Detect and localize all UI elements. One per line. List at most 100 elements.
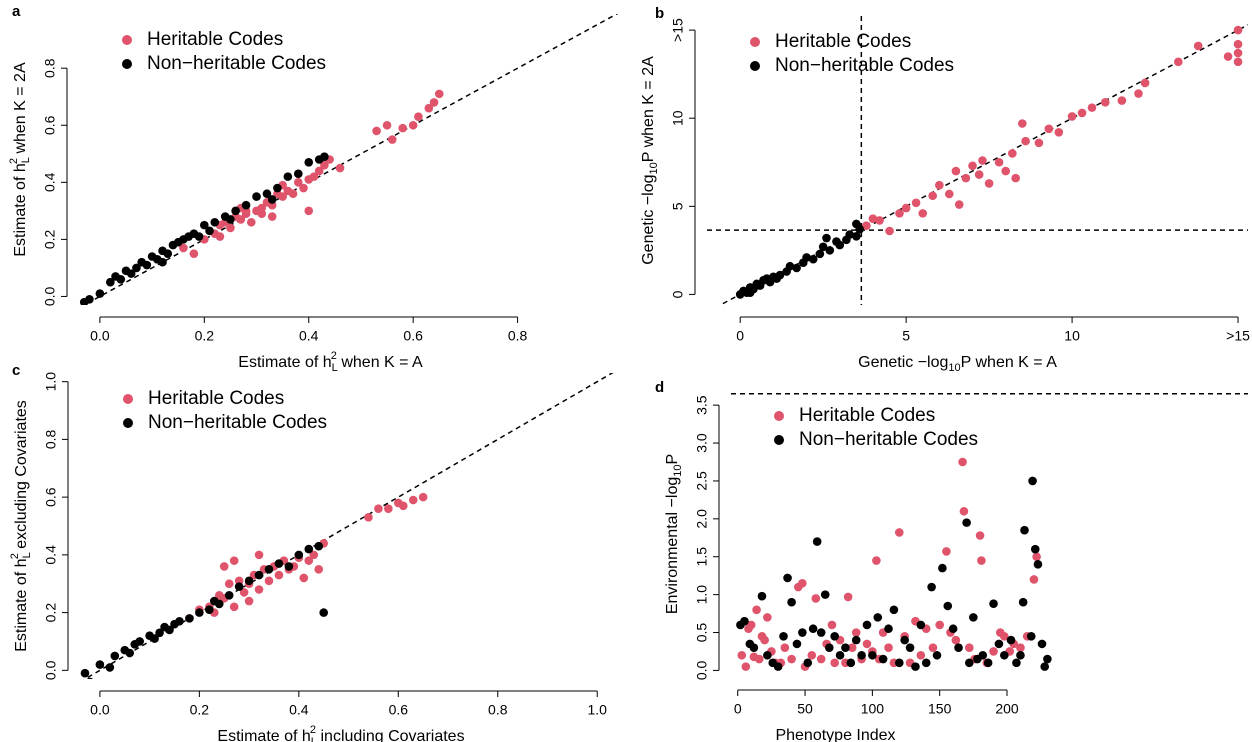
point — [1000, 650, 1009, 660]
point — [792, 639, 802, 649]
point — [812, 537, 822, 546]
point — [244, 596, 254, 606]
legend-label: Non−heritable Codes — [148, 412, 327, 433]
point — [165, 625, 174, 635]
y-tick-label: 0.6 — [43, 487, 59, 507]
point — [1044, 124, 1054, 134]
point — [236, 215, 246, 224]
point — [194, 232, 204, 241]
point — [792, 263, 801, 273]
xlabel-part: Genetic −log — [858, 354, 948, 371]
point — [965, 643, 974, 652]
point — [1033, 560, 1043, 569]
point — [1037, 639, 1047, 649]
point — [234, 582, 244, 591]
point — [293, 169, 303, 179]
point — [745, 288, 755, 297]
point — [974, 170, 984, 179]
xlabel: Phenotype Index — [775, 727, 895, 742]
point — [816, 654, 826, 664]
point — [951, 166, 961, 176]
xlabel: Genetic −log10P when K = A — [858, 354, 1057, 374]
point — [808, 624, 818, 634]
point — [895, 209, 904, 218]
point — [262, 189, 272, 199]
point — [418, 492, 428, 502]
point — [911, 198, 921, 208]
point — [105, 663, 115, 672]
point — [95, 660, 105, 669]
point — [1140, 78, 1150, 88]
ylabel-part: P — [664, 454, 681, 465]
point — [372, 126, 381, 136]
point — [825, 246, 835, 255]
point — [267, 212, 277, 221]
point — [994, 639, 1004, 649]
point — [1054, 128, 1064, 137]
point — [288, 189, 298, 199]
ylabel: Environmental −log10P — [664, 454, 684, 614]
point — [1000, 632, 1009, 641]
point — [889, 605, 899, 615]
point — [911, 662, 920, 671]
point — [757, 591, 767, 601]
point — [364, 513, 373, 522]
point — [884, 624, 893, 634]
ylabel-part: excluding Covariates — [13, 400, 30, 553]
point — [749, 643, 759, 652]
x-tick-label: 0 — [736, 328, 744, 344]
point — [224, 590, 234, 600]
y-tick-label: 3.5 — [694, 395, 710, 415]
point — [851, 628, 861, 637]
x-tick-label: >15 — [1226, 328, 1250, 344]
xlabel-part: 10 — [948, 362, 960, 374]
y-tick-label: 0.0 — [43, 660, 59, 680]
point — [219, 562, 229, 571]
point — [787, 597, 796, 607]
point — [1117, 96, 1127, 105]
point — [894, 658, 904, 668]
point — [830, 658, 839, 668]
x-tick-label: 0.8 — [488, 702, 508, 718]
y-tick-label: 0 — [670, 290, 686, 298]
point — [382, 120, 392, 130]
point — [868, 214, 878, 223]
point — [142, 260, 152, 270]
point — [827, 620, 837, 630]
y-tick-label: 0.0 — [694, 660, 710, 680]
point — [408, 120, 418, 130]
point — [785, 261, 795, 271]
point — [741, 662, 751, 671]
point — [845, 230, 855, 239]
ylabel: Genetic −log10P when K = 2A — [640, 56, 660, 265]
xlabel: Estimate of hL2 including Covariates — [217, 724, 464, 742]
ylabel-part: 2 — [8, 158, 20, 164]
y-tick-label: 2.0 — [694, 509, 710, 529]
point — [1233, 48, 1243, 58]
point — [200, 220, 209, 230]
point — [398, 123, 408, 133]
point — [226, 223, 235, 233]
point — [1012, 658, 1021, 668]
ylabel: Estimate of hL2 when K = 2A — [8, 62, 32, 257]
point — [1134, 89, 1143, 98]
point — [244, 576, 254, 586]
legend-marker — [774, 435, 784, 445]
point — [80, 668, 90, 678]
point — [901, 203, 911, 213]
point — [1018, 119, 1027, 128]
point — [185, 614, 194, 623]
x-tick-label: 100 — [861, 701, 885, 717]
point — [807, 650, 817, 660]
point — [424, 103, 434, 113]
point — [835, 650, 845, 660]
point — [163, 249, 173, 258]
point — [195, 608, 204, 617]
point — [314, 541, 324, 551]
panel-label: c — [12, 362, 20, 379]
x-tick-label: 0.6 — [389, 702, 409, 718]
point — [274, 559, 284, 568]
point — [1018, 597, 1028, 607]
point — [1174, 57, 1183, 67]
